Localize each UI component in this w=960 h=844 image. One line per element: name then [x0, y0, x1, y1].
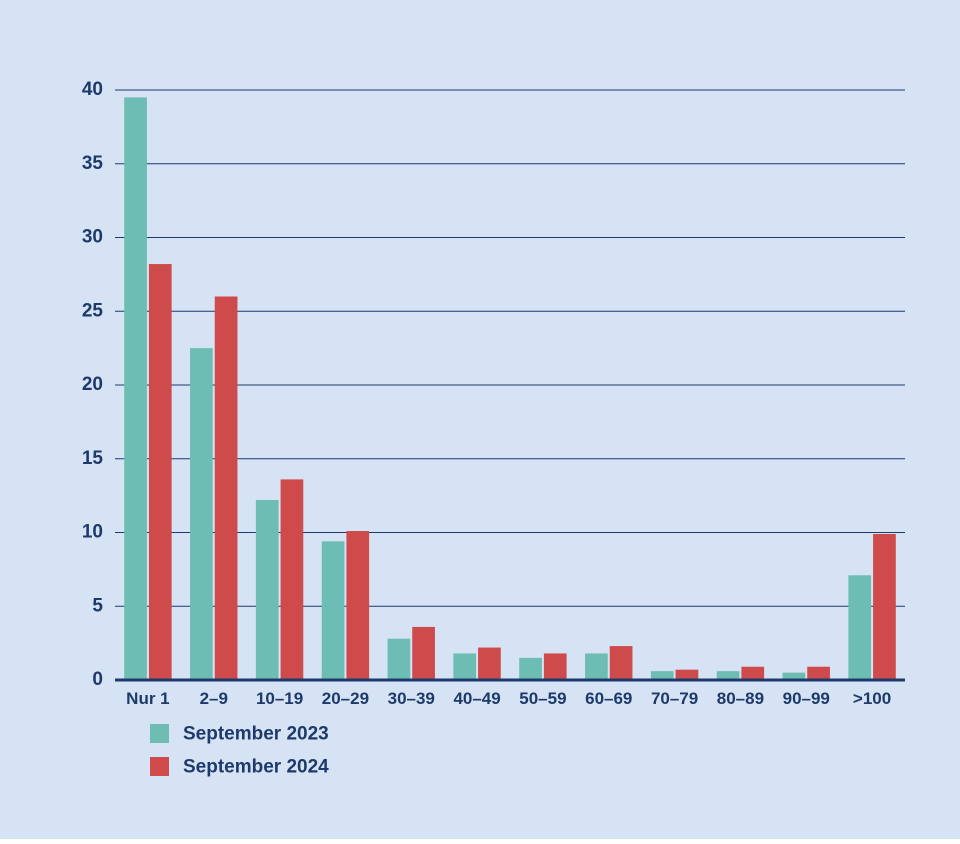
legend-label: September 2023 [183, 724, 329, 745]
x-tick-label: 10–19 [256, 689, 303, 708]
y-tick-label: 10 [82, 522, 103, 543]
x-tick-label: 50–59 [519, 689, 566, 708]
legend-swatch [150, 724, 169, 743]
y-tick-label: 0 [92, 669, 103, 690]
x-tick-label: 70–79 [651, 689, 698, 708]
bar [453, 653, 476, 680]
bar [873, 534, 896, 680]
x-tick-label: Nur 1 [126, 689, 169, 708]
y-tick-label: 25 [82, 300, 104, 321]
bar [848, 575, 871, 680]
bar [190, 348, 213, 680]
x-tick-label: 30–39 [388, 689, 435, 708]
x-tick-label: 2–9 [200, 689, 228, 708]
bar [322, 541, 345, 680]
bar [388, 639, 411, 680]
bar [412, 627, 435, 680]
x-tick-label: 60–69 [585, 689, 632, 708]
bar [610, 646, 633, 680]
bar [149, 264, 172, 680]
bar [544, 653, 567, 680]
bar [478, 648, 501, 680]
y-tick-label: 5 [92, 595, 103, 616]
x-tick-label: 90–99 [783, 689, 830, 708]
bar [215, 297, 238, 681]
y-tick-label: 40 [82, 79, 103, 100]
x-tick-label: >100 [853, 689, 891, 708]
bar [281, 479, 304, 680]
x-tick-label: 40–49 [453, 689, 500, 708]
x-tick-label: 20–29 [322, 689, 369, 708]
bar [124, 97, 147, 680]
y-tick-label: 35 [82, 153, 104, 174]
legend-label: September 2024 [183, 757, 329, 778]
x-tick-label: 80–89 [717, 689, 764, 708]
bar [585, 653, 608, 680]
bar [676, 670, 699, 680]
bar [519, 658, 542, 680]
y-tick-label: 20 [82, 374, 103, 395]
legend-swatch [150, 757, 169, 776]
y-tick-label: 15 [82, 448, 104, 469]
bar [741, 667, 764, 680]
bar [256, 500, 279, 680]
bar [346, 531, 369, 680]
y-tick-label: 30 [82, 227, 103, 248]
bar [807, 667, 830, 680]
grouped-bar-chart: 0 5 10 15 20 25 30 35 40 Nur 1 2–9 10–19 20–29 30–39 4… [0, 0, 960, 839]
